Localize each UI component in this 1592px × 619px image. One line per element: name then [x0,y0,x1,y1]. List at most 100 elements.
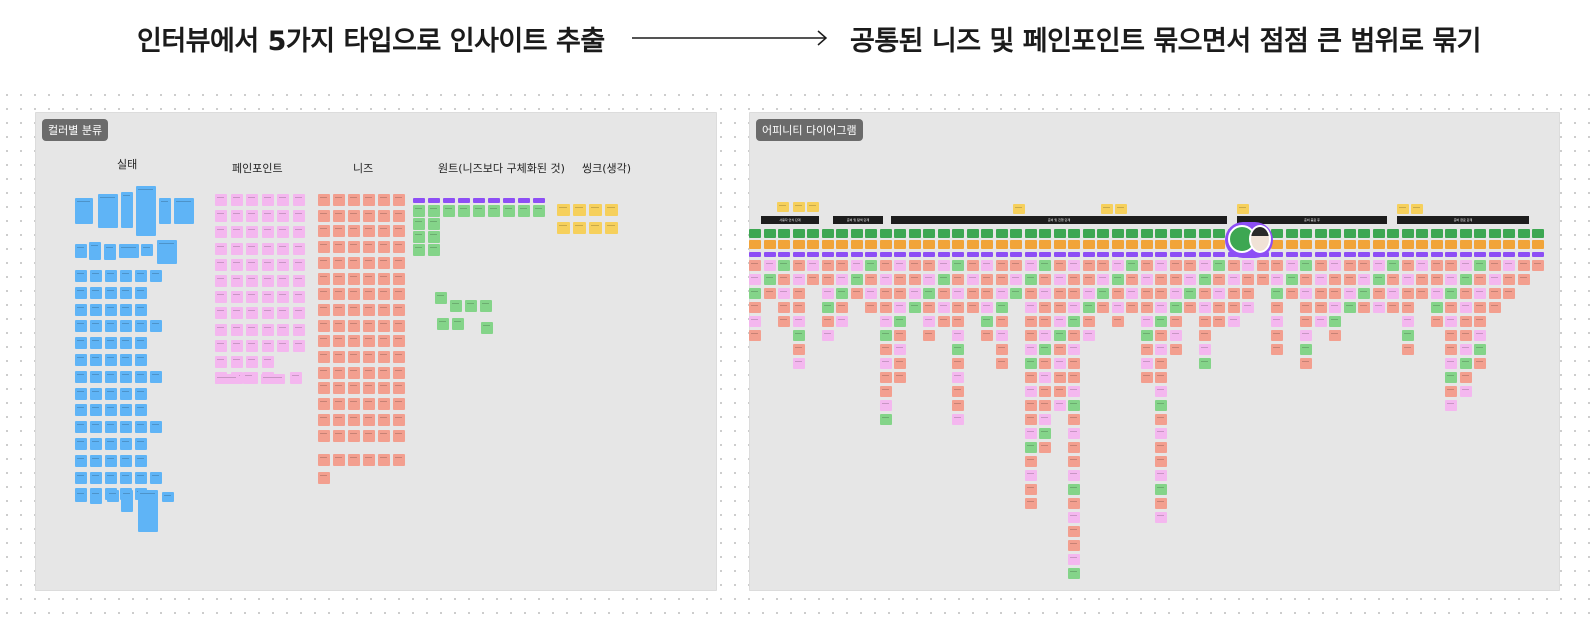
sticky-note-painpoint[interactable] [277,291,289,304]
sticky-note-painpoint[interactable] [230,258,243,271]
sticky-note-status[interactable] [105,404,117,417]
sticky-note-wants[interactable] [435,292,447,304]
sticky-note-needs[interactable] [333,272,345,285]
sticky-note-affinity[interactable] [1445,372,1457,383]
sticky-note-affinity[interactable] [1039,302,1051,313]
sticky-note-affinity[interactable] [1314,316,1327,327]
sticky-note-affinity[interactable] [923,302,935,313]
sticky-note-affinity[interactable] [1068,358,1080,369]
sticky-note-painpoint[interactable] [230,210,243,223]
sticky-note-affinity[interactable] [1024,414,1037,425]
sticky-note-affinity[interactable] [952,414,964,425]
sticky-note-affinity[interactable] [1198,344,1211,355]
sticky-note-needs[interactable] [333,413,345,426]
sticky-note-affinity[interactable] [1271,316,1283,327]
sticky-note-status[interactable] [90,404,102,417]
frame-affinity-diagram[interactable]: 어피니티 다이어그램 사용자 인식 단계 준비 및 탐색 단계 준비 및 진행 단계… [749,112,1560,591]
sticky-note-affinity[interactable] [1300,288,1312,299]
sticky-note-affinity[interactable] [894,274,906,285]
sticky-note-affinity[interactable] [1401,260,1414,271]
sticky-note-wants[interactable] [443,205,455,217]
sticky-note-needs[interactable] [393,288,405,301]
sticky-note-affinity[interactable] [995,344,1008,355]
affinity-subtheme-card[interactable] [966,240,979,249]
sticky-note-affinity[interactable] [778,274,790,285]
sticky-note-affinity[interactable] [1474,344,1486,355]
sticky-note-affinity[interactable] [1271,274,1283,285]
sticky-note-wants[interactable] [437,318,449,330]
sticky-note-needs[interactable] [393,256,405,269]
sticky-note-affinity[interactable] [1459,358,1472,369]
sticky-note-affinity[interactable] [836,274,848,285]
sticky-note-affinity[interactable] [1068,540,1080,551]
sticky-note-needs[interactable] [348,272,360,285]
sticky-note-affinity[interactable] [966,274,979,285]
sticky-note-affinity[interactable] [1445,330,1457,341]
sticky-note-affinity[interactable] [1068,274,1080,285]
affinity-subtheme-card[interactable] [1053,240,1066,249]
sticky-note-affinity[interactable] [1445,302,1457,313]
frame-tag-color-classification[interactable]: 컬러별 분류 [42,119,109,141]
sticky-note-affinity[interactable] [1039,386,1051,397]
sticky-note-affinity[interactable] [1155,274,1167,285]
sticky-note-needs[interactable] [333,303,345,316]
affinity-theme-card[interactable] [879,229,892,238]
sticky-note-status[interactable] [135,270,147,282]
sticky-note-affinity[interactable] [952,274,964,285]
affinity-label-card[interactable] [749,252,761,257]
affinity-theme-card[interactable] [1372,229,1385,238]
sticky-note-affinity[interactable] [1068,428,1080,439]
sticky-note-affinity[interactable] [1213,260,1225,271]
sticky-note-painpoint[interactable] [261,307,274,320]
sticky-note-status[interactable] [105,303,117,316]
sticky-note-status[interactable] [150,270,162,282]
sticky-note-affinity[interactable] [1401,274,1414,285]
affinity-label-card[interactable] [763,252,776,257]
sticky-note-needs[interactable] [378,429,390,442]
sticky-note-affinity[interactable] [1358,288,1370,299]
sticky-note-needs[interactable] [348,319,360,332]
affinity-subtheme-card[interactable] [792,240,805,249]
sticky-note-affinity[interactable] [1068,386,1080,397]
affinity-subtheme-card[interactable] [1416,240,1428,249]
sticky-note-thinks[interactable] [1115,204,1127,214]
affinity-label-card[interactable] [836,252,848,257]
sticky-note-painpoint[interactable] [292,242,305,255]
sticky-note-affinity[interactable] [1459,372,1472,383]
affinity-subtheme-card[interactable] [1517,240,1530,249]
sticky-note-needs[interactable] [333,382,345,395]
affinity-theme-card[interactable] [792,229,805,238]
affinity-theme-card[interactable] [1474,229,1486,238]
affinity-theme-card[interactable] [1213,229,1225,238]
sticky-note-affinity[interactable] [1416,260,1428,271]
sticky-note-affinity[interactable] [894,372,906,383]
affinity-label-card[interactable] [792,252,805,257]
sticky-note-affinity[interactable] [1285,274,1298,285]
sticky-note-affinity[interactable] [1039,428,1051,439]
sticky-note-wants[interactable] [413,218,425,230]
sticky-note-painpoint[interactable] [277,307,289,320]
sticky-note-affinity[interactable] [1474,316,1486,327]
sticky-note-affinity[interactable] [894,260,906,271]
sticky-note-needs[interactable] [318,303,330,316]
sticky-note-affinity[interactable] [1155,414,1167,425]
sticky-note-status[interactable] [135,370,147,383]
sticky-note-painpoint[interactable] [243,372,255,384]
sticky-note-affinity[interactable] [1068,568,1080,579]
sticky-note-affinity[interactable] [1387,260,1399,271]
sticky-note-needs[interactable] [333,209,345,222]
sticky-note-painpoint[interactable] [215,356,227,368]
sticky-note-affinity[interactable] [1039,414,1051,425]
affinity-subtheme-card[interactable] [981,240,993,249]
sticky-note-thinks[interactable] [573,204,586,216]
sticky-note-needs[interactable] [393,351,405,363]
sticky-note-affinity[interactable] [1184,288,1196,299]
sticky-note-status[interactable] [75,387,87,400]
sticky-note-status[interactable] [135,421,147,434]
sticky-note-affinity[interactable] [1068,344,1080,355]
sticky-note-affinity[interactable] [763,274,776,285]
sticky-note-needs[interactable] [393,241,405,254]
affinity-subtheme-card[interactable] [1111,240,1124,249]
affinity-theme-card[interactable] [1430,229,1443,238]
sticky-note-affinity[interactable] [1155,456,1167,467]
